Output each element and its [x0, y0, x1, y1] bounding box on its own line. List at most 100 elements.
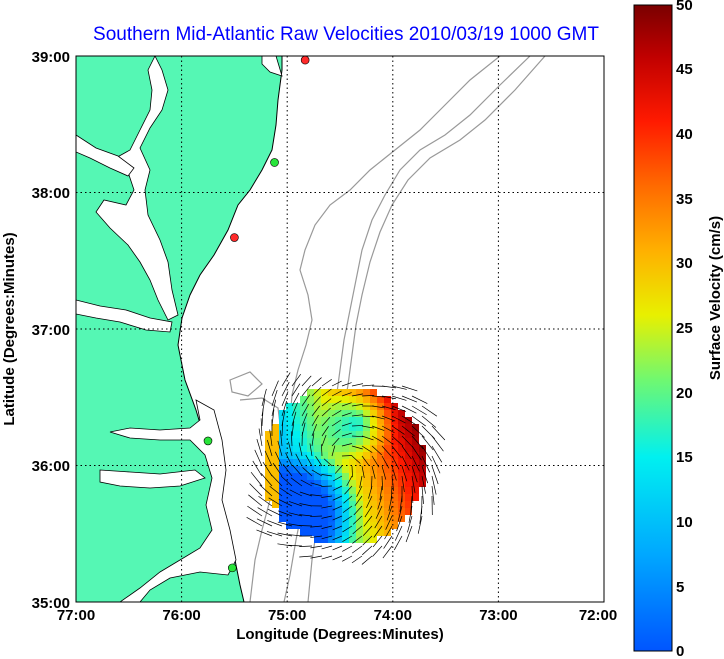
colorbar-tick-label: 5 [676, 579, 684, 596]
velocity-cell [321, 459, 328, 466]
velocity-arrow [361, 435, 374, 441]
velocity-cell [349, 487, 356, 494]
velocity-arrow [371, 465, 376, 479]
velocity-cell [307, 501, 314, 508]
velocity-cell [321, 480, 328, 487]
velocity-arrow [321, 417, 331, 427]
velocity-cell [342, 438, 349, 445]
velocity-cell [307, 480, 314, 487]
velocity-cell [272, 452, 279, 459]
velocity-cell [328, 487, 335, 494]
velocity-cell [356, 466, 363, 473]
velocity-arrow [391, 455, 400, 470]
velocity-cell [265, 445, 272, 452]
velocity-cell [314, 529, 321, 536]
velocity-arrow [321, 407, 331, 417]
velocity-cell [279, 445, 286, 452]
velocity-arrow [411, 465, 418, 483]
velocity-arrow [321, 426, 329, 437]
velocity-arrow [311, 386, 322, 397]
velocity-cell [300, 480, 307, 487]
colorbar-tick-label: 25 [676, 320, 693, 337]
velocity-cell [384, 466, 391, 473]
velocity-arrow [331, 437, 340, 447]
velocity-arrow [291, 421, 295, 437]
velocity-arrow [311, 414, 319, 427]
velocity-arrow [323, 458, 333, 467]
velocity-arrow [344, 485, 353, 495]
velocity-cell [335, 396, 342, 403]
grid-lines [76, 56, 604, 602]
velocity-cell [412, 494, 419, 501]
velocity-arrow [411, 455, 420, 472]
velocity-cell [342, 501, 349, 508]
velocity-cell [321, 515, 328, 522]
velocity-cell [286, 466, 293, 473]
velocity-arrow [321, 444, 323, 457]
velocity-arrow [361, 384, 375, 387]
velocity-arrow [431, 425, 446, 441]
velocity-cell [300, 403, 307, 410]
velocity-cell [307, 466, 314, 473]
velocity-cell [363, 389, 370, 396]
velocity-cell [398, 515, 405, 522]
velocity-arrow [431, 475, 437, 495]
james-river [76, 299, 173, 333]
velocity-arrow [341, 402, 352, 407]
velocity-arrow [332, 495, 343, 501]
velocity-arrow [351, 455, 361, 464]
velocity-arrow [305, 454, 313, 467]
velocity-cell [384, 459, 391, 466]
colorbar-label: Surface Velocity (cm/s) [707, 216, 724, 380]
velocity-cell [384, 487, 391, 494]
velocity-arrow [381, 465, 387, 480]
velocity-cell [342, 459, 349, 466]
velocity-cell [398, 459, 405, 466]
velocity-arrow [298, 442, 303, 457]
velocity-cell [293, 431, 300, 438]
velocity-cell [370, 396, 377, 403]
velocity-cell [293, 459, 300, 466]
velocity-cell [328, 424, 335, 431]
velocity-cell [384, 410, 391, 417]
velocity-cell [314, 459, 321, 466]
velocity-cell [335, 501, 342, 508]
velocity-arrow [346, 475, 353, 487]
velocity-cell [321, 431, 328, 438]
velocity-cell [363, 515, 370, 522]
velocity-cell [314, 473, 321, 480]
velocity-cell [356, 452, 363, 459]
velocity-arrow [381, 435, 394, 445]
velocity-cell [335, 459, 342, 466]
velocity-cell [321, 522, 328, 529]
velocity-cell [377, 431, 384, 438]
velocity-arrow [300, 479, 313, 487]
velocity-cell [391, 452, 398, 459]
velocity-cell [279, 501, 286, 508]
velocity-cell [356, 473, 363, 480]
velocity-arrow [301, 385, 311, 397]
velocity-arrow [411, 415, 426, 427]
velocity-cell [342, 424, 349, 431]
velocity-arrow [332, 505, 343, 511]
velocity-arrow [275, 451, 283, 467]
velocity-cell [335, 473, 342, 480]
velocity-cell [342, 389, 349, 396]
velocity-cell [349, 438, 356, 445]
velocity-cell [349, 389, 356, 396]
velocity-cell [307, 403, 314, 410]
x-axis-label: Longitude (Degrees:Minutes) [236, 626, 444, 643]
velocity-arrow [301, 403, 310, 417]
velocity-arrow [321, 388, 332, 397]
velocity-cell [419, 459, 426, 466]
velocity-cell [370, 494, 377, 501]
velocity-arrow [405, 525, 413, 543]
velocity-cell [377, 438, 384, 445]
velocity-cell [321, 473, 328, 480]
velocity-arrow [271, 409, 275, 427]
velocity-cell [321, 424, 328, 431]
velocity-cell [328, 529, 335, 536]
velocity-arrow [421, 475, 426, 494]
velocity-arrow [368, 485, 373, 499]
velocity-arrow [384, 525, 393, 540]
